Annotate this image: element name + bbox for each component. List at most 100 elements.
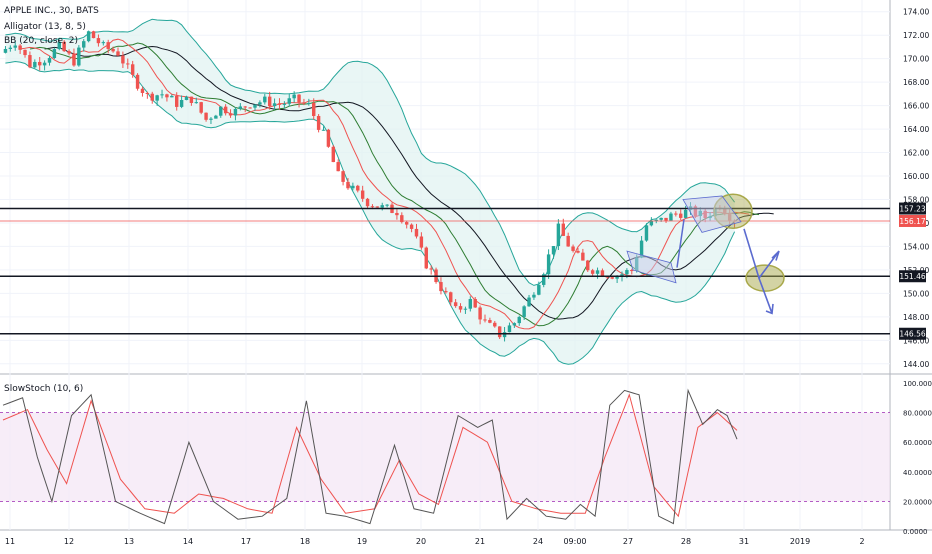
flag-channel [626, 250, 677, 284]
stoch-d-line [2, 393, 738, 518]
candle-body [424, 247, 428, 269]
candle-body [28, 55, 32, 68]
stoch-tick-label: 100.0000 [903, 380, 932, 388]
candle-body [610, 277, 614, 279]
candle-body [42, 62, 47, 66]
time-axis: 11 12 13 14 17 18 19 20 21 24 09:00 27 28 31 2019 2 [5, 537, 865, 546]
candle-body [449, 292, 453, 303]
candle-body [155, 95, 159, 101]
time-tick-label: 17 [241, 537, 251, 546]
candle-body [150, 93, 154, 101]
candle-body [654, 219, 658, 221]
stoch-tick-label: 40.0000 [903, 469, 932, 477]
candle-body [605, 276, 610, 278]
candle-body [292, 94, 296, 99]
candle-body [238, 106, 243, 109]
candle-body [47, 58, 52, 63]
candle-body [615, 276, 619, 279]
candle-body [302, 102, 306, 104]
candle-body [400, 215, 404, 223]
time-tick-label: 13 [124, 537, 134, 546]
candle-body [331, 146, 336, 163]
candle-body [664, 217, 668, 221]
candle-body [620, 274, 624, 277]
price-tick-label: 168.00 [903, 78, 929, 87]
candle-body [527, 297, 531, 307]
candle-body [497, 326, 502, 338]
price-tick-label: 172.00 [903, 31, 929, 40]
price-tag-label: 156.17 [899, 217, 925, 226]
candle-body [316, 115, 321, 130]
candle-body [532, 294, 536, 298]
candle-body [57, 41, 61, 50]
candle-body [625, 270, 629, 275]
stoch-k-line [2, 388, 738, 525]
arrow-projection-down [758, 277, 773, 314]
candle-body [267, 96, 272, 107]
candle-body [649, 220, 654, 226]
candle-body [444, 291, 448, 293]
candle-body [307, 102, 311, 104]
candle-body [600, 270, 605, 277]
candle-body [351, 185, 355, 189]
horizontal-levels[interactable] [0, 207, 890, 335]
candle-body [194, 102, 198, 104]
stoch-tick-label: 20.0000 [903, 498, 932, 506]
candle-body [62, 41, 66, 52]
candle-body [209, 118, 213, 120]
time-tick-label: 31 [739, 537, 749, 546]
candle-body [77, 47, 81, 66]
candle-body [175, 95, 179, 107]
highlight-ellipse-target [745, 264, 785, 292]
candle-body [135, 74, 140, 89]
time-tick-label: 21 [475, 537, 485, 546]
candle-body [375, 206, 380, 208]
candle-body [365, 198, 370, 207]
candle-body [336, 162, 340, 172]
candle-body [551, 246, 556, 255]
price-axis: 174.00 172.00 170.00 168.00 166.00 164.00 162.… [899, 8, 932, 536]
bb-upper [5, 18, 735, 286]
candle-body [356, 185, 360, 191]
candle-body [228, 113, 233, 116]
candle-body [277, 103, 282, 105]
candle-body [297, 94, 301, 103]
candle-body [630, 270, 634, 272]
candle-body [404, 222, 409, 225]
time-tick-label: 2 [859, 537, 864, 546]
time-tick-label: 18 [300, 537, 310, 546]
candle-body [282, 103, 287, 105]
candle-body [184, 96, 189, 101]
candle-body [214, 115, 218, 119]
candle-body [439, 282, 443, 292]
candle-body [341, 171, 345, 182]
price-tag-label: 157.23 [899, 205, 925, 214]
candle-body [140, 88, 145, 93]
price-tick-label: 150.00 [903, 289, 929, 298]
bb-fill [5, 19, 735, 365]
stoch-legend: SlowStoch (10, 6) [4, 384, 83, 394]
bb-lower [5, 60, 736, 365]
candle-body [683, 209, 688, 218]
time-tick-label: 27 [623, 537, 633, 546]
stoch-tick-label: 80.0000 [903, 410, 932, 418]
stoch-band-fill [0, 412, 890, 502]
candle-body [243, 106, 247, 108]
candle-body [116, 51, 120, 56]
drawings[interactable] [626, 193, 785, 315]
candle-body [219, 106, 223, 116]
price-tag [899, 202, 926, 215]
candle-body [453, 302, 458, 307]
candle-body [556, 223, 561, 247]
slow-stochastic-pane [0, 388, 890, 525]
price-tick-label: 164.00 [903, 125, 929, 134]
candle-body [590, 270, 595, 274]
price-tag [899, 214, 926, 227]
candle-body [106, 42, 110, 49]
candle-body [586, 260, 590, 271]
candle-body [223, 106, 228, 114]
candle-body [659, 217, 663, 220]
candle-body [571, 246, 575, 251]
